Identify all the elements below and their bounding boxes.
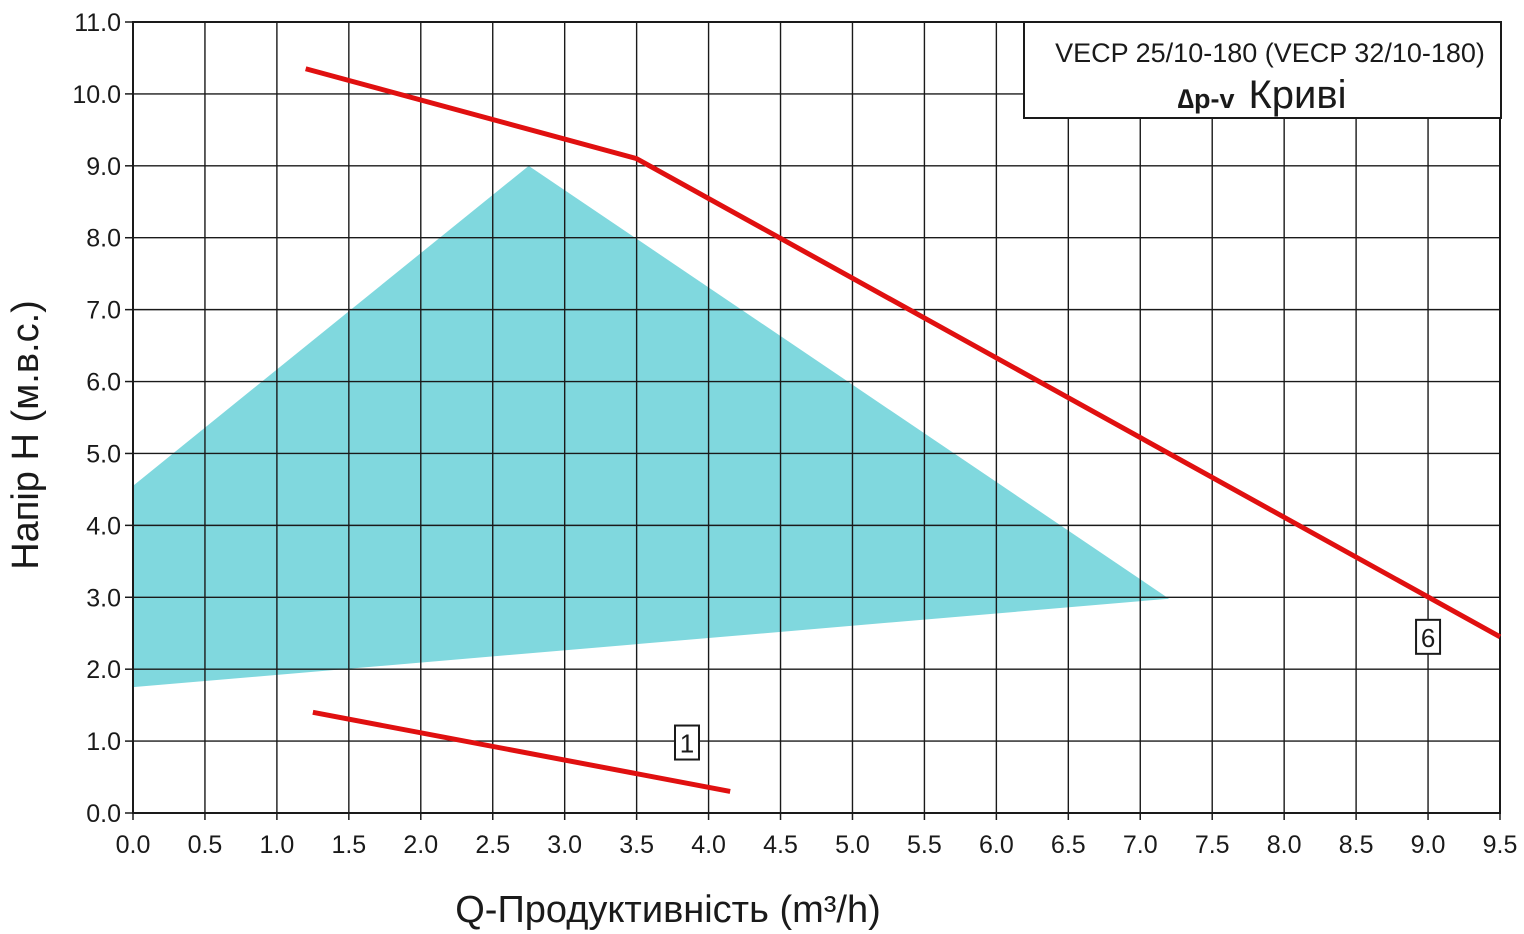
y-tick-label: 7.0: [86, 297, 121, 325]
x-tick-label: 6.0: [979, 831, 1014, 859]
curve-6-label-box: [1415, 618, 1442, 655]
plot-frame: [132, 21, 1501, 814]
y-tick-label: 8.0: [86, 225, 121, 253]
y-tick-label: 11.0: [74, 9, 121, 37]
operating-region-layer: [133, 165, 1170, 688]
x-tick-label: 3.5: [619, 831, 654, 859]
legend-dp-v-label: ∆p-v: [1177, 84, 1234, 114]
series-layer: 61: [305, 66, 1502, 794]
x-tick-label: 7.0: [1123, 831, 1158, 859]
y-tick-label: 6.0: [86, 369, 121, 397]
x-tick-label: 0.0: [116, 831, 151, 859]
y-tick-label: 3.0: [86, 584, 121, 612]
legend-curves-line: ∆p-v Криві: [1177, 73, 1346, 117]
plot-frame-layer: [132, 21, 1501, 814]
curve-1-label-box: [673, 724, 700, 761]
operating-region-area: [133, 165, 1170, 688]
legend-curves-title: Криві: [1249, 73, 1347, 117]
tick-label-layer: 0.0 0.5 1.0 1.5 2.0 2.5 3.0 3.5 4.0 4.5 5.0 5.5 6.0 6…: [72, 9, 1517, 859]
legend-model-text: VECP 25/10-180 (VECP 32/10-180): [1055, 38, 1485, 68]
y-tick-label: 10.0: [72, 81, 121, 109]
x-axis-title: Q-Продуктивність (m³/h): [455, 889, 881, 931]
curve-6-line: [305, 66, 1502, 640]
x-tick-label: 4.5: [763, 831, 798, 859]
x-tick-label: 0.5: [188, 831, 223, 859]
curve-1-label: 1: [680, 729, 694, 759]
y-tick-label: 2.0: [86, 656, 121, 684]
x-tick-label: 2.5: [475, 831, 510, 859]
x-tick-label: 9.5: [1483, 831, 1518, 859]
y-tick-label: 1.0: [86, 728, 121, 756]
curve-1-line: [312, 709, 731, 794]
y-tick-label: 0.0: [86, 800, 121, 828]
x-tick-label: 8.0: [1267, 831, 1302, 859]
x-tick-label: 3.0: [547, 831, 582, 859]
x-tick-label: 7.5: [1195, 831, 1230, 859]
y-tick-label: 4.0: [86, 512, 121, 540]
x-tick-label: 4.0: [691, 831, 726, 859]
x-tick-label: 5.0: [835, 831, 870, 859]
y-axis-title: Напір H (м.в.с.): [5, 300, 47, 570]
y-tick-label: 5.0: [86, 440, 121, 468]
x-tick-label: 9.0: [1411, 831, 1446, 859]
x-tick-label: 2.0: [403, 831, 438, 859]
legend-frame: [1023, 21, 1502, 119]
x-tick-label: 1.5: [331, 831, 366, 859]
x-tick-label: 5.5: [907, 831, 942, 859]
y-tick-label: 9.0: [86, 153, 121, 181]
curve-6-label: 6: [1421, 623, 1435, 653]
x-tick-label: 8.5: [1339, 831, 1374, 859]
legend-box: VECP 25/10-180 (VECP 32/10-180) ∆p-v Кри…: [1023, 21, 1502, 119]
x-tick-label: 1.0: [260, 831, 295, 859]
x-tick-label: 6.5: [1051, 831, 1086, 859]
